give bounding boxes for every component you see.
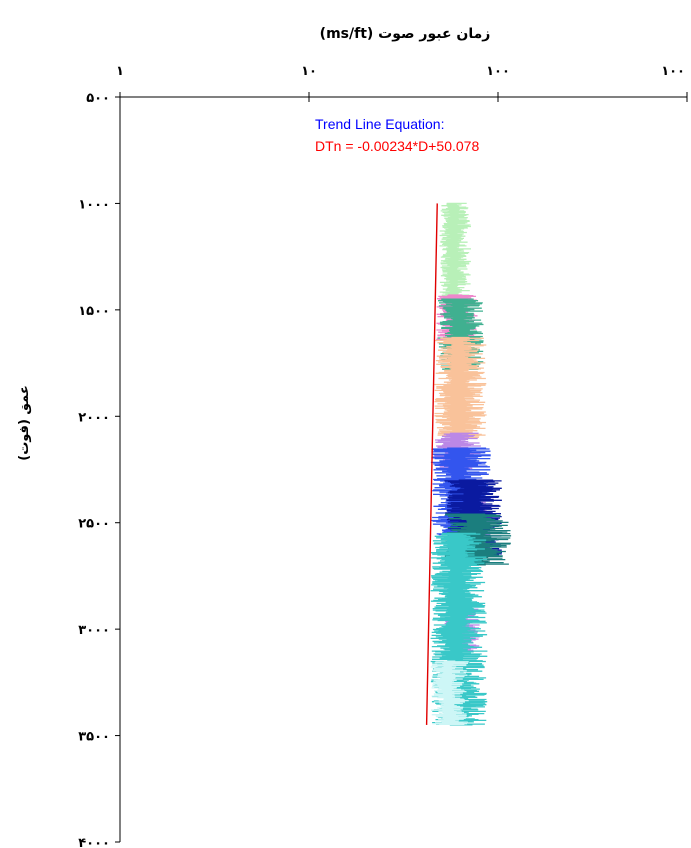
y-axis-label: عمق (فوت) [17,385,32,460]
y-tick-label: ۵۰۰ [86,91,110,106]
x-tick-label: ۱ [116,64,124,79]
trend-equation: DTn = -0.00234*D+50.078 [315,138,479,154]
y-tick-label: ۲۰۰۰ [78,410,110,425]
y-tick-label: ۱۰۰۰ [78,197,110,212]
x-tick-label: ۱۰۰ [661,64,685,79]
x-tick-label: ۱۰۰ [486,64,510,79]
y-axis: ۵۰۰ ۱۰۰۰ ۱۵۰۰ ۲۰۰۰ ۲۵۰۰ ۳۰۰۰ ۳۵۰۰ ۴۰۰۰ [78,91,121,848]
y-tick-label: ۱۵۰۰ [78,304,110,319]
y-tick-label: ۲۵۰۰ [78,517,110,532]
x-axis: ۱ ۱۰ ۱۰۰ ۱۰۰ [116,64,688,102]
trend-layer [425,203,438,725]
log-series-10 [430,660,469,726]
chart-title: زمان عبور صوت (ms/ft) [320,26,491,42]
y-tick-label: ۳۰۰۰ [78,623,110,638]
annotation-heading: Trend Line Equation: [315,116,444,132]
log-trace [439,202,471,300]
y-tick-label: ۳۵۰۰ [78,730,110,745]
y-tick-label: ۴۰۰۰ [78,836,110,848]
log-series-1 [439,202,471,300]
log-trace [430,660,469,726]
trend-line [425,203,438,725]
log-trace [434,336,487,439]
x-tick-label: ۱۰ [301,64,317,79]
series-layer [430,202,512,726]
